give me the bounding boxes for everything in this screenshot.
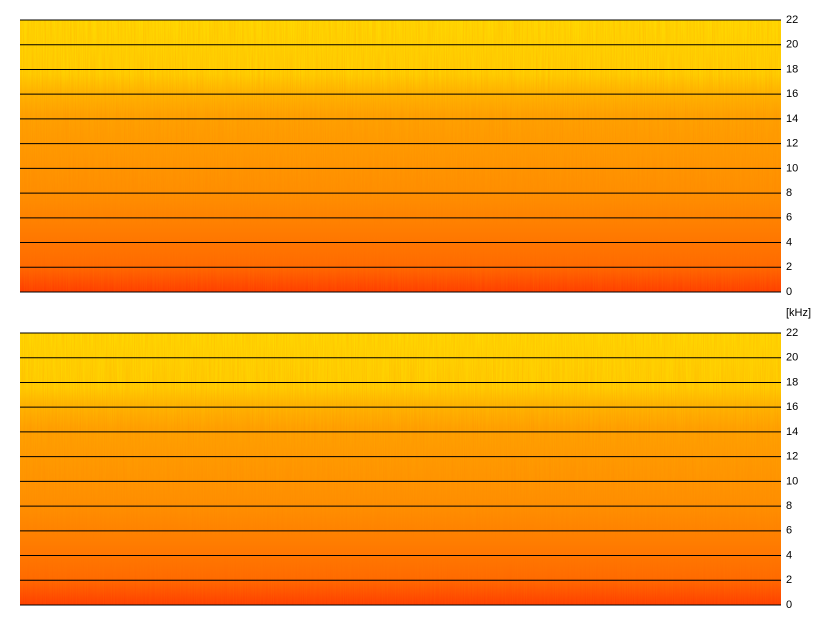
y-tick-label: 6 [786, 525, 792, 537]
y-tick-label: 18 [786, 63, 798, 75]
y-tick-label: 18 [786, 376, 798, 388]
y-tick-label: 10 [786, 162, 798, 174]
y-tick-label: 22 [786, 14, 798, 26]
y-tick-label: 22 [786, 327, 798, 339]
y-tick-label: 20 [786, 39, 798, 51]
y-tick-label: 16 [786, 401, 798, 413]
y-tick-label: 14 [786, 426, 798, 438]
y-tick-label: 12 [786, 138, 798, 150]
y-tick-label: 20 [786, 352, 798, 364]
y-tick-label: 8 [786, 500, 792, 512]
y-tick-label: 8 [786, 187, 792, 199]
y-tick-label: 10 [786, 475, 798, 487]
y-tick-label: 12 [786, 451, 798, 463]
y-tick-label: 0 [786, 599, 792, 611]
y-tick-label: 6 [786, 212, 792, 224]
spectrogram-texture [20, 333, 781, 605]
y-tick-label: 4 [786, 236, 792, 248]
y-tick-label: 14 [786, 113, 798, 125]
y-axis-unit: [kHz] [786, 307, 811, 319]
y-tick-label: 16 [786, 88, 798, 100]
y-tick-label: 0 [786, 286, 792, 298]
y-tick-label: 2 [786, 574, 792, 586]
y-tick-label: 4 [786, 549, 792, 561]
spectrogram-texture [20, 20, 781, 292]
y-tick-label: 2 [786, 261, 792, 273]
